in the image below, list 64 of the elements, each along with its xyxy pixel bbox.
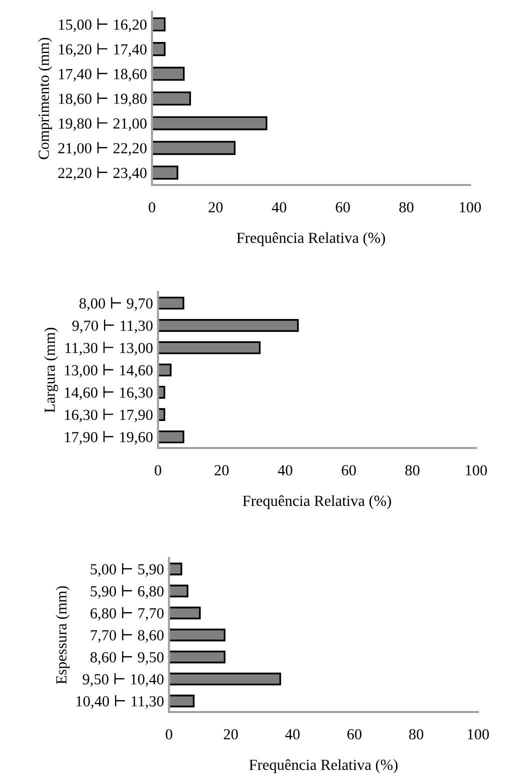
bar — [158, 430, 184, 444]
y-tick-label: 8,60 ⊢ 9,50 — [90, 651, 164, 665]
x-tick-label: 80 — [409, 729, 424, 740]
x-tick-label: 60 — [336, 202, 350, 212]
bar — [169, 584, 188, 598]
x-tick-label: 0 — [166, 729, 172, 740]
x-axis-title: Frequência Relativa (%) — [242, 495, 391, 510]
bar — [152, 140, 236, 155]
bar — [158, 296, 184, 310]
bar — [152, 66, 185, 81]
x-tick-label: 20 — [224, 729, 238, 740]
y-tick-label: 16,20 ⊢ 17,40 — [58, 43, 147, 57]
x-tick-label: 0 — [154, 465, 162, 476]
x-tick-label: 80 — [399, 202, 414, 212]
y-tick-label: 6,80 ⊢ 7,70 — [90, 607, 164, 621]
bar — [158, 341, 261, 354]
y-tick-label: 8,00 ⊢ 9,70 — [79, 297, 153, 311]
bar — [152, 17, 166, 32]
y-axis-title: Largura (mm) — [44, 328, 58, 412]
y-tick-label: 5,00 ⊢ 5,90 — [90, 563, 164, 577]
y-tick-label: 13,00 ⊢ 14,60 — [64, 364, 153, 378]
x-tick-label: 0 — [148, 202, 156, 212]
x-tick-label: 60 — [342, 465, 356, 476]
y-tick-label: 21,00 ⊢ 22,20 — [58, 142, 147, 156]
y-tick-label: 11,30 ⊢ 13,00 — [66, 342, 153, 356]
y-tick-label: 15,00 ⊢ 16,20 — [58, 18, 147, 32]
y-tick-label: 14,60 ⊢ 16,30 — [64, 386, 153, 400]
y-tick-label: 17,90 ⊢ 19,60 — [64, 431, 153, 445]
y-tick-label: 17,40 ⊢ 18,60 — [58, 68, 147, 82]
x-tick-label: 60 — [347, 729, 362, 740]
bar — [169, 628, 226, 642]
y-tick-label: 22,20 ⊢ 23,40 — [58, 166, 147, 180]
bar — [152, 116, 268, 130]
x-tick-label: 40 — [285, 729, 300, 740]
y-tick-label: 10,40 ⊢ 11,30 — [76, 695, 164, 709]
y-axis-title: Espessura (mm) — [56, 586, 70, 684]
bar — [169, 650, 226, 664]
bar — [152, 166, 178, 180]
y-tick-label: 9,50 ⊢ 10,40 — [82, 673, 164, 687]
bar — [158, 319, 299, 332]
x-tick-label: 40 — [278, 465, 292, 476]
y-tick-label: 19,80 ⊢ 21,00 — [58, 117, 147, 131]
x-tick-label: 100 — [468, 729, 489, 740]
bar — [169, 694, 195, 708]
y-tick-label: 16,30 ⊢ 17,90 — [64, 408, 153, 422]
bar — [169, 672, 282, 686]
y-tick-label: 7,70 ⊢ 8,60 — [90, 629, 164, 643]
x-tick-label: 20 — [214, 465, 229, 476]
x-tick-label: 100 — [466, 465, 487, 476]
y-tick-label: 18,60 ⊢ 19,80 — [58, 92, 147, 106]
bar — [158, 364, 172, 376]
x-tick-label: 40 — [272, 202, 286, 212]
y-axis-title: Comprimento (mm) — [38, 38, 52, 160]
x-axis-title: Frequência Relativa (%) — [249, 759, 398, 774]
bar — [169, 606, 201, 620]
x-tick-label: 100 — [460, 202, 481, 212]
bar — [152, 91, 191, 106]
bar — [152, 42, 166, 56]
x-tick-label: 80 — [405, 465, 420, 476]
bar — [169, 562, 182, 576]
y-tick-label: 5,90 ⊢ 6,80 — [90, 585, 164, 599]
x-axis-title: Frequência Relativa (%) — [236, 232, 385, 246]
x-tick-label: 20 — [208, 202, 223, 212]
y-tick-label: 9,70 ⊢ 11,30 — [72, 320, 153, 334]
